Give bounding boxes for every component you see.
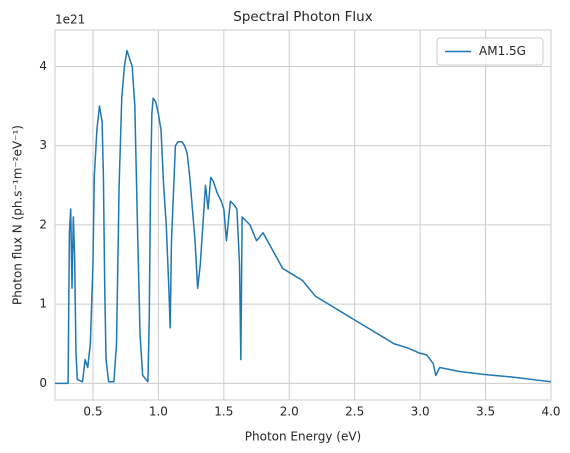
plot-frame [54,29,552,401]
y-tick-label: 3 [39,138,47,152]
x-tick-label: 4.0 [541,405,560,419]
y-axis-label: Photon flux N (ph.s⁻¹m⁻²eV⁻¹) [11,125,25,305]
y-tick-label: 2 [39,217,47,231]
y-tick-label: 4 [39,59,47,73]
series-line [55,49,551,385]
x-tick-label: 0.5 [83,405,102,419]
x-tick-label: 1.0 [149,405,168,419]
legend-box [436,37,544,66]
x-tick-label: 3.0 [411,405,430,419]
y-offset-label: 1e21 [55,13,85,27]
y-tick-label: 0 [39,376,47,390]
x-tick-label: 3.5 [476,405,495,419]
x-axis-label: Photon Energy (eV) [245,430,361,444]
y-tick-label: 1 [39,297,47,311]
x-tick-label: 1.5 [214,405,233,419]
x-tick-label: 2.0 [280,405,299,419]
legend-label: AM1.5G [479,44,526,58]
chart-title: Spectral Photon Flux [233,9,372,25]
x-tick-label: 2.5 [345,405,364,419]
